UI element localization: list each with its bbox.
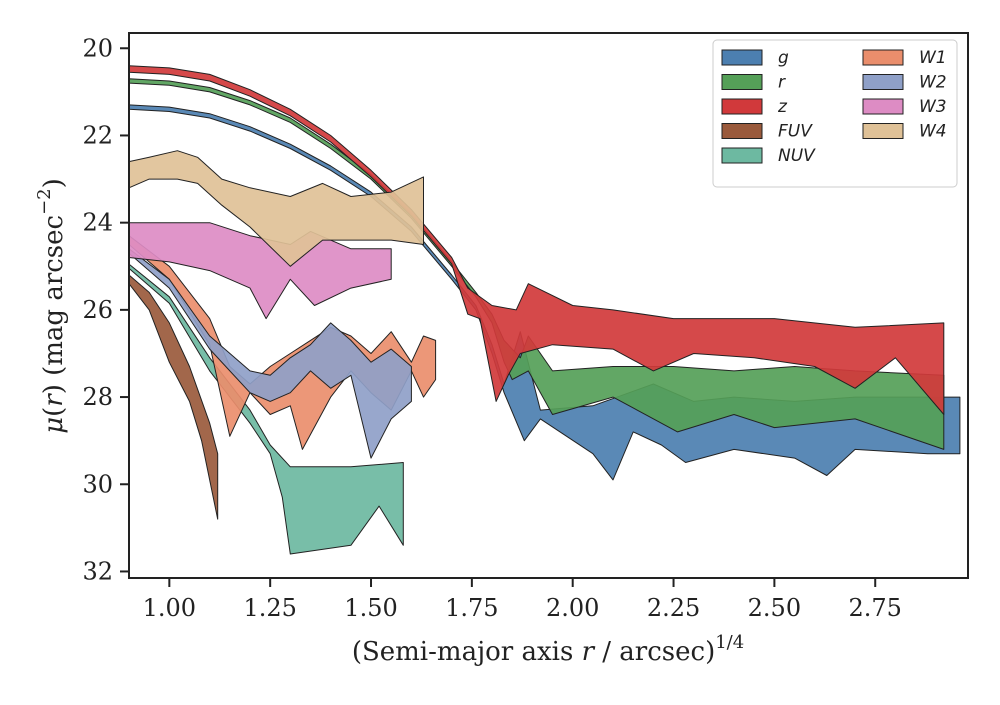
legend-label: z — [777, 97, 788, 117]
legend-swatch — [721, 98, 763, 115]
y-tick-label: 24 — [82, 209, 113, 237]
series-bands — [128, 65, 961, 555]
legend-swatch — [862, 49, 904, 66]
legend-entry-fuv: FUV — [721, 122, 813, 142]
band-w3 — [128, 222, 392, 320]
x-tick-label: 1.50 — [344, 594, 397, 622]
x-axis-label: (Semi-major axis r / arcsec)1/4 — [352, 632, 744, 667]
legend-label: g — [778, 48, 789, 68]
band-w4 — [128, 150, 424, 267]
y-tick-label: 28 — [82, 383, 113, 411]
x-tick-label: 2.25 — [647, 594, 700, 622]
x-tick-label: 1.25 — [243, 594, 296, 622]
y-tick-label: 22 — [82, 121, 113, 149]
legend-label: W3 — [919, 97, 947, 117]
y-tick-label: 30 — [82, 470, 113, 498]
band-fuv — [128, 274, 219, 520]
legend-entry-r: r — [721, 73, 786, 93]
x-tick-label: 2.50 — [748, 594, 801, 622]
x-tick-label: 2.75 — [849, 594, 902, 622]
legend-swatch — [862, 74, 904, 90]
legend-entry-z: z — [721, 97, 788, 117]
y-axis-label: μ(r) (mag arcsec−2) — [34, 178, 69, 434]
y-tick-label: 20 — [82, 34, 113, 62]
x-tick-label: 1.00 — [143, 594, 196, 622]
y-axis: 20 22 24 26 28 30 32 — [82, 34, 129, 585]
legend-label: W1 — [919, 48, 947, 68]
legend: grz FUV NUV W1 W2 W3 W4 — [712, 39, 958, 188]
legend-swatch — [721, 147, 763, 164]
y-tick-label: 26 — [82, 296, 113, 324]
legend-entry-g: g — [721, 48, 789, 68]
legend-label: NUV — [778, 146, 816, 166]
legend-entry-w2: W2 — [862, 73, 947, 93]
legend-label: r — [778, 73, 786, 93]
legend-entry-w3: W3 — [862, 97, 947, 117]
legend-swatch — [862, 123, 904, 139]
band-nuv — [128, 263, 404, 555]
legend-swatch — [721, 74, 763, 90]
legend-entry-w1: W1 — [862, 48, 947, 68]
legend-label: FUV — [778, 122, 813, 142]
y-tick-label: 32 — [82, 557, 113, 585]
x-tick-label: 1.75 — [445, 594, 498, 622]
plot-frame — [128, 32, 969, 579]
legend-entry-w4: W4 — [862, 122, 947, 142]
legend-swatch — [721, 123, 763, 139]
legend-swatch — [721, 49, 763, 66]
x-axis: 1.00 1.25 1.50 1.75 2.00 2.25 2.50 2.75 — [143, 578, 902, 622]
x-tick-label: 2.00 — [546, 594, 599, 622]
legend-swatch — [862, 98, 904, 115]
legend-label: W4 — [919, 122, 947, 142]
band-w2 — [128, 248, 412, 459]
legend-label: W2 — [919, 73, 947, 93]
legend-entry-nuv: NUV — [721, 146, 816, 166]
